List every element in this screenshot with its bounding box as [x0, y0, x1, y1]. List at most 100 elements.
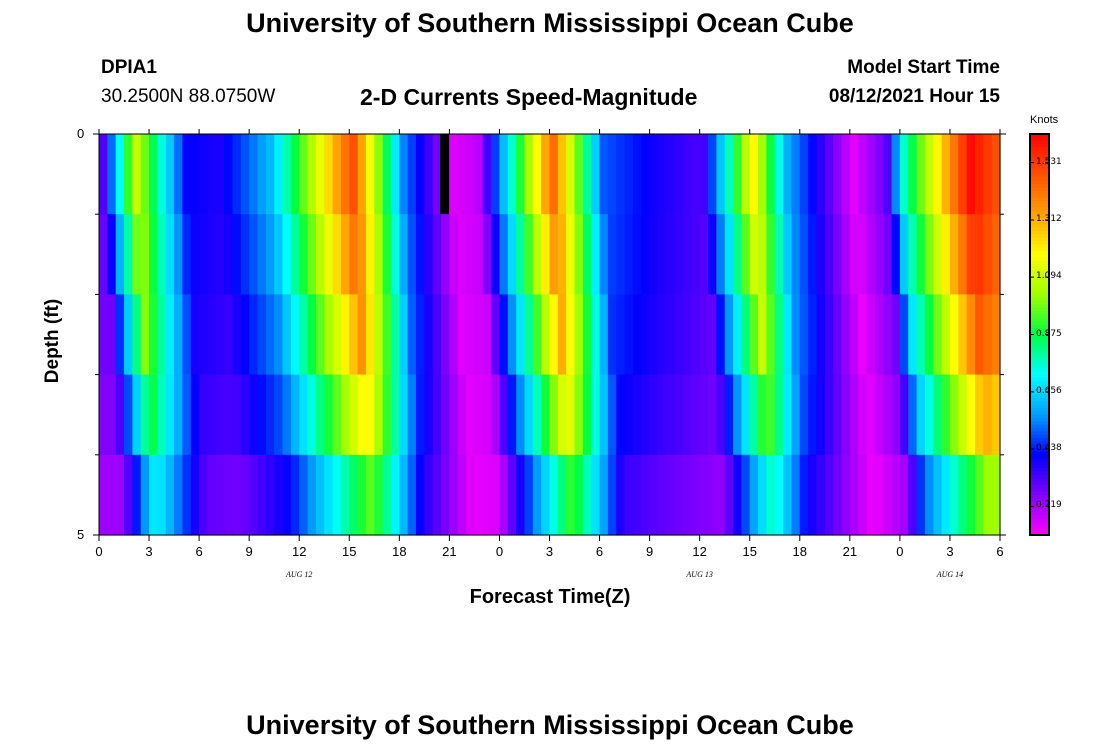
heatmap-cell — [365, 214, 375, 295]
heatmap-cell — [966, 374, 976, 456]
heatmap-cell — [924, 294, 934, 376]
heatmap-cell — [799, 134, 809, 215]
heatmap-cell — [649, 374, 659, 456]
heatmap-cell — [908, 134, 918, 215]
heatmap-cell — [390, 294, 400, 376]
colorbar-swatch — [1030, 408, 1049, 412]
heatmap-cell — [407, 134, 417, 215]
heatmap-cell — [849, 214, 859, 295]
heatmap-cell — [416, 214, 425, 295]
heatmap-cell — [949, 374, 959, 456]
heatmap-cell — [132, 134, 142, 215]
x-tick-label: 0 — [495, 544, 504, 559]
heatmap-cell — [124, 454, 133, 536]
colorbar-tick-label: 1.094 — [1036, 271, 1062, 282]
heatmap-cell — [974, 374, 984, 456]
day-label: AUG 14 — [936, 570, 964, 579]
heatmap-cell — [149, 294, 158, 376]
heatmap-cell — [399, 214, 409, 295]
heatmap-cell — [924, 134, 934, 215]
heatmap-cell — [182, 454, 192, 536]
heatmap-cell — [274, 294, 284, 376]
heatmap-cell — [549, 134, 559, 215]
heatmap-cell — [99, 294, 108, 376]
heatmap-cell — [182, 134, 192, 215]
colorbar-swatch — [1030, 244, 1049, 249]
heatmap-cell — [891, 294, 901, 376]
heatmap-cell — [824, 374, 834, 456]
x-tick-label: 15 — [742, 544, 757, 559]
colorbar-swatch — [1030, 491, 1049, 496]
heatmap-cell — [591, 294, 601, 376]
colorbar-swatch — [1030, 257, 1049, 262]
heatmap-cell — [874, 214, 884, 295]
x-tick-label: 3 — [946, 544, 954, 559]
heatmap-cell — [774, 294, 784, 376]
colorbar-swatch — [1030, 301, 1049, 306]
heatmap-cell — [557, 294, 567, 376]
heatmap-cell — [582, 134, 592, 215]
heatmap-cell — [958, 214, 968, 295]
heatmap-cell — [365, 374, 375, 456]
heatmap-cell — [858, 294, 868, 376]
colorbar-swatch — [1030, 260, 1049, 265]
heatmap-cell — [858, 134, 868, 215]
heatmap-cell — [499, 214, 509, 295]
heatmap-cell — [574, 214, 584, 295]
heatmap-cell — [799, 374, 809, 456]
heatmap-cell — [699, 214, 709, 295]
heatmap-cell — [991, 374, 1001, 456]
heatmap-cell — [724, 294, 734, 376]
heatmap-cell — [249, 294, 259, 376]
heatmap-cell — [407, 454, 417, 536]
heatmap-cell — [165, 374, 175, 456]
colorbar-swatch — [1030, 281, 1049, 285]
heatmap-cell — [524, 134, 534, 215]
heatmap-cell — [124, 214, 133, 295]
heatmap-cell — [541, 294, 551, 376]
heatmap-cell — [566, 454, 576, 536]
heatmap-cell — [265, 294, 275, 376]
missing-data-cell — [440, 134, 450, 215]
heatmap-cell — [115, 454, 125, 536]
heatmap-cell — [299, 294, 309, 376]
heatmap-cell — [908, 294, 918, 376]
heatmap-cell — [682, 294, 692, 376]
colorbar-swatch — [1030, 341, 1049, 346]
heatmap-cell — [549, 374, 559, 456]
heatmap-cell — [140, 454, 150, 536]
heatmap-cell — [582, 454, 592, 536]
heatmap-cell — [749, 374, 759, 456]
colorbar-tick-label: 0.438 — [1036, 443, 1062, 454]
heatmap-cell — [682, 134, 692, 215]
colorbar-swatch — [1030, 481, 1049, 486]
heatmap-cell — [265, 214, 275, 295]
heatmap-cell — [224, 454, 234, 536]
heatmap-cell — [290, 454, 300, 536]
heatmap-cell — [616, 214, 626, 295]
colorbar-swatch — [1030, 394, 1049, 399]
heatmap-cell — [616, 454, 626, 536]
heatmap-cell — [532, 134, 542, 215]
heatmap-cell — [416, 454, 425, 536]
heatmap-cell — [257, 454, 267, 536]
heatmap-cell — [616, 134, 626, 215]
heatmap-cell — [582, 294, 592, 376]
heatmap-cell — [699, 374, 709, 456]
heatmap-cell — [891, 214, 901, 295]
heatmap-cell — [824, 294, 834, 376]
heatmap-cell — [182, 374, 192, 456]
heatmap-cell — [991, 134, 1001, 215]
heatmap-cell — [149, 134, 158, 215]
colorbar-swatch — [1030, 177, 1049, 182]
heatmap-cell — [357, 454, 367, 536]
colorbar-swatch — [1030, 508, 1049, 513]
colorbar-swatch — [1030, 474, 1049, 479]
colorbar-swatch — [1030, 404, 1049, 409]
colorbar-swatch — [1030, 187, 1049, 192]
heatmap-cell — [482, 214, 492, 295]
heatmap-cell — [474, 134, 484, 215]
heatmap-cell — [641, 374, 651, 456]
heatmap-cell — [257, 374, 267, 456]
colorbar-swatch — [1030, 461, 1049, 466]
